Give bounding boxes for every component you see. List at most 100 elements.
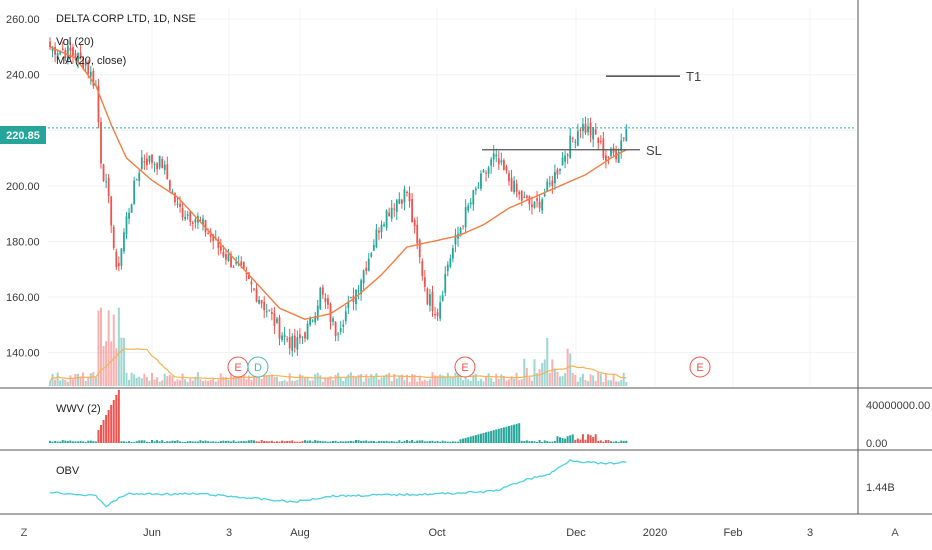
volume-bar [92, 372, 95, 386]
volume-bar [360, 374, 363, 386]
wwv-bar [372, 441, 375, 443]
wwv-bar [579, 439, 582, 443]
volume-bar [492, 381, 495, 386]
wwv-bar [495, 429, 498, 443]
candle-body [515, 183, 518, 192]
wwv-bar [56, 441, 59, 443]
candle-body [393, 208, 396, 210]
volume-bar [143, 373, 146, 386]
volume-bar [97, 310, 100, 386]
wwv-bar [444, 441, 447, 443]
wwv-bar [352, 441, 355, 443]
volume-bar [520, 379, 523, 386]
wwv-bar [64, 440, 67, 443]
candle-body [156, 163, 158, 170]
candle-body [56, 53, 59, 59]
volume-bar [505, 380, 508, 386]
wwv-bar [360, 440, 363, 443]
candle-body [592, 127, 595, 140]
wwv-bar [135, 441, 138, 443]
wwv-bar [66, 441, 69, 443]
zoom-button[interactable]: Z [21, 527, 28, 539]
volume-bar [77, 373, 80, 386]
volume-bar [87, 377, 90, 386]
candle-body [87, 61, 90, 74]
wwv-bar [451, 441, 454, 443]
candle-body [548, 183, 551, 185]
wwv-bar [166, 441, 169, 443]
volume-bar [464, 375, 467, 386]
annotation-label: T1 [686, 69, 701, 84]
volume-bar [390, 381, 393, 386]
candle-body [579, 129, 582, 131]
wwv-bar [620, 440, 623, 443]
wwv-bar [576, 438, 579, 443]
volume-bar [556, 371, 559, 386]
volume-bar [474, 373, 477, 386]
volume-bar [551, 359, 554, 386]
time-axis[interactable]: Jun 3 Aug Oct Dec 2020 Feb 3 [143, 527, 813, 539]
candle-body [222, 251, 225, 257]
volume-bar [515, 372, 518, 386]
volume-bars [49, 307, 628, 386]
wwv-bar [597, 440, 600, 443]
auto-scale-button[interactable]: A [891, 527, 899, 539]
candle-body [255, 288, 258, 302]
candle-body [574, 141, 577, 143]
volume-bar [571, 372, 574, 386]
candle-body [378, 230, 380, 233]
candle-body [225, 254, 227, 260]
wwv-bar [107, 410, 110, 443]
wwv-bar [263, 441, 266, 443]
wwv-bar [571, 434, 574, 443]
volume-bar [133, 374, 136, 386]
candle-body [270, 312, 273, 314]
candle-body [477, 186, 480, 188]
candle-body [72, 47, 74, 56]
volume-bar [199, 379, 202, 386]
volume-bar [546, 338, 549, 386]
volume-bar [145, 376, 148, 386]
wwv-bar [77, 441, 80, 443]
volume-bar [525, 367, 528, 386]
volume-bar [94, 377, 97, 386]
volume-bar [482, 381, 485, 386]
wwv-bar [179, 441, 182, 443]
wwv-bar [589, 435, 592, 443]
candle-body [431, 291, 434, 311]
wwv-bar [513, 424, 516, 443]
wwv-bar [469, 436, 472, 443]
candle-body [143, 161, 146, 163]
wwv-bar [344, 441, 347, 443]
volume-bar [84, 380, 87, 386]
candle-body [212, 234, 215, 242]
volume-bar [612, 374, 615, 386]
wwv-bar [199, 440, 202, 443]
candle-body [49, 41, 51, 48]
time-axis-tick: Jun [143, 527, 161, 539]
candle-body [474, 188, 477, 191]
candle-body [459, 227, 462, 237]
wwv-bar [375, 441, 378, 443]
wwv-bar [538, 440, 541, 443]
volume-bar [59, 380, 62, 386]
price-axis[interactable]: 260.00240.00220.00200.00180.00160.00140.… [6, 14, 40, 360]
volume-bar [398, 375, 401, 386]
volume-bar [219, 373, 222, 386]
candle-body [61, 48, 64, 51]
candle-body [171, 191, 174, 194]
volume-bar [599, 373, 602, 386]
wwv-bar [125, 441, 128, 443]
wwv-bar [566, 436, 569, 443]
volume-bar [510, 376, 513, 386]
volume-bar [173, 381, 176, 386]
wwv-bar [207, 441, 210, 443]
annotation-lines[interactable]: T2T1SL [482, 0, 731, 158]
wwv-bar [128, 441, 131, 443]
volume-bar [61, 379, 64, 386]
wwv-bar [436, 440, 439, 443]
volume-bar [168, 374, 171, 386]
wwv-bar [130, 441, 133, 443]
